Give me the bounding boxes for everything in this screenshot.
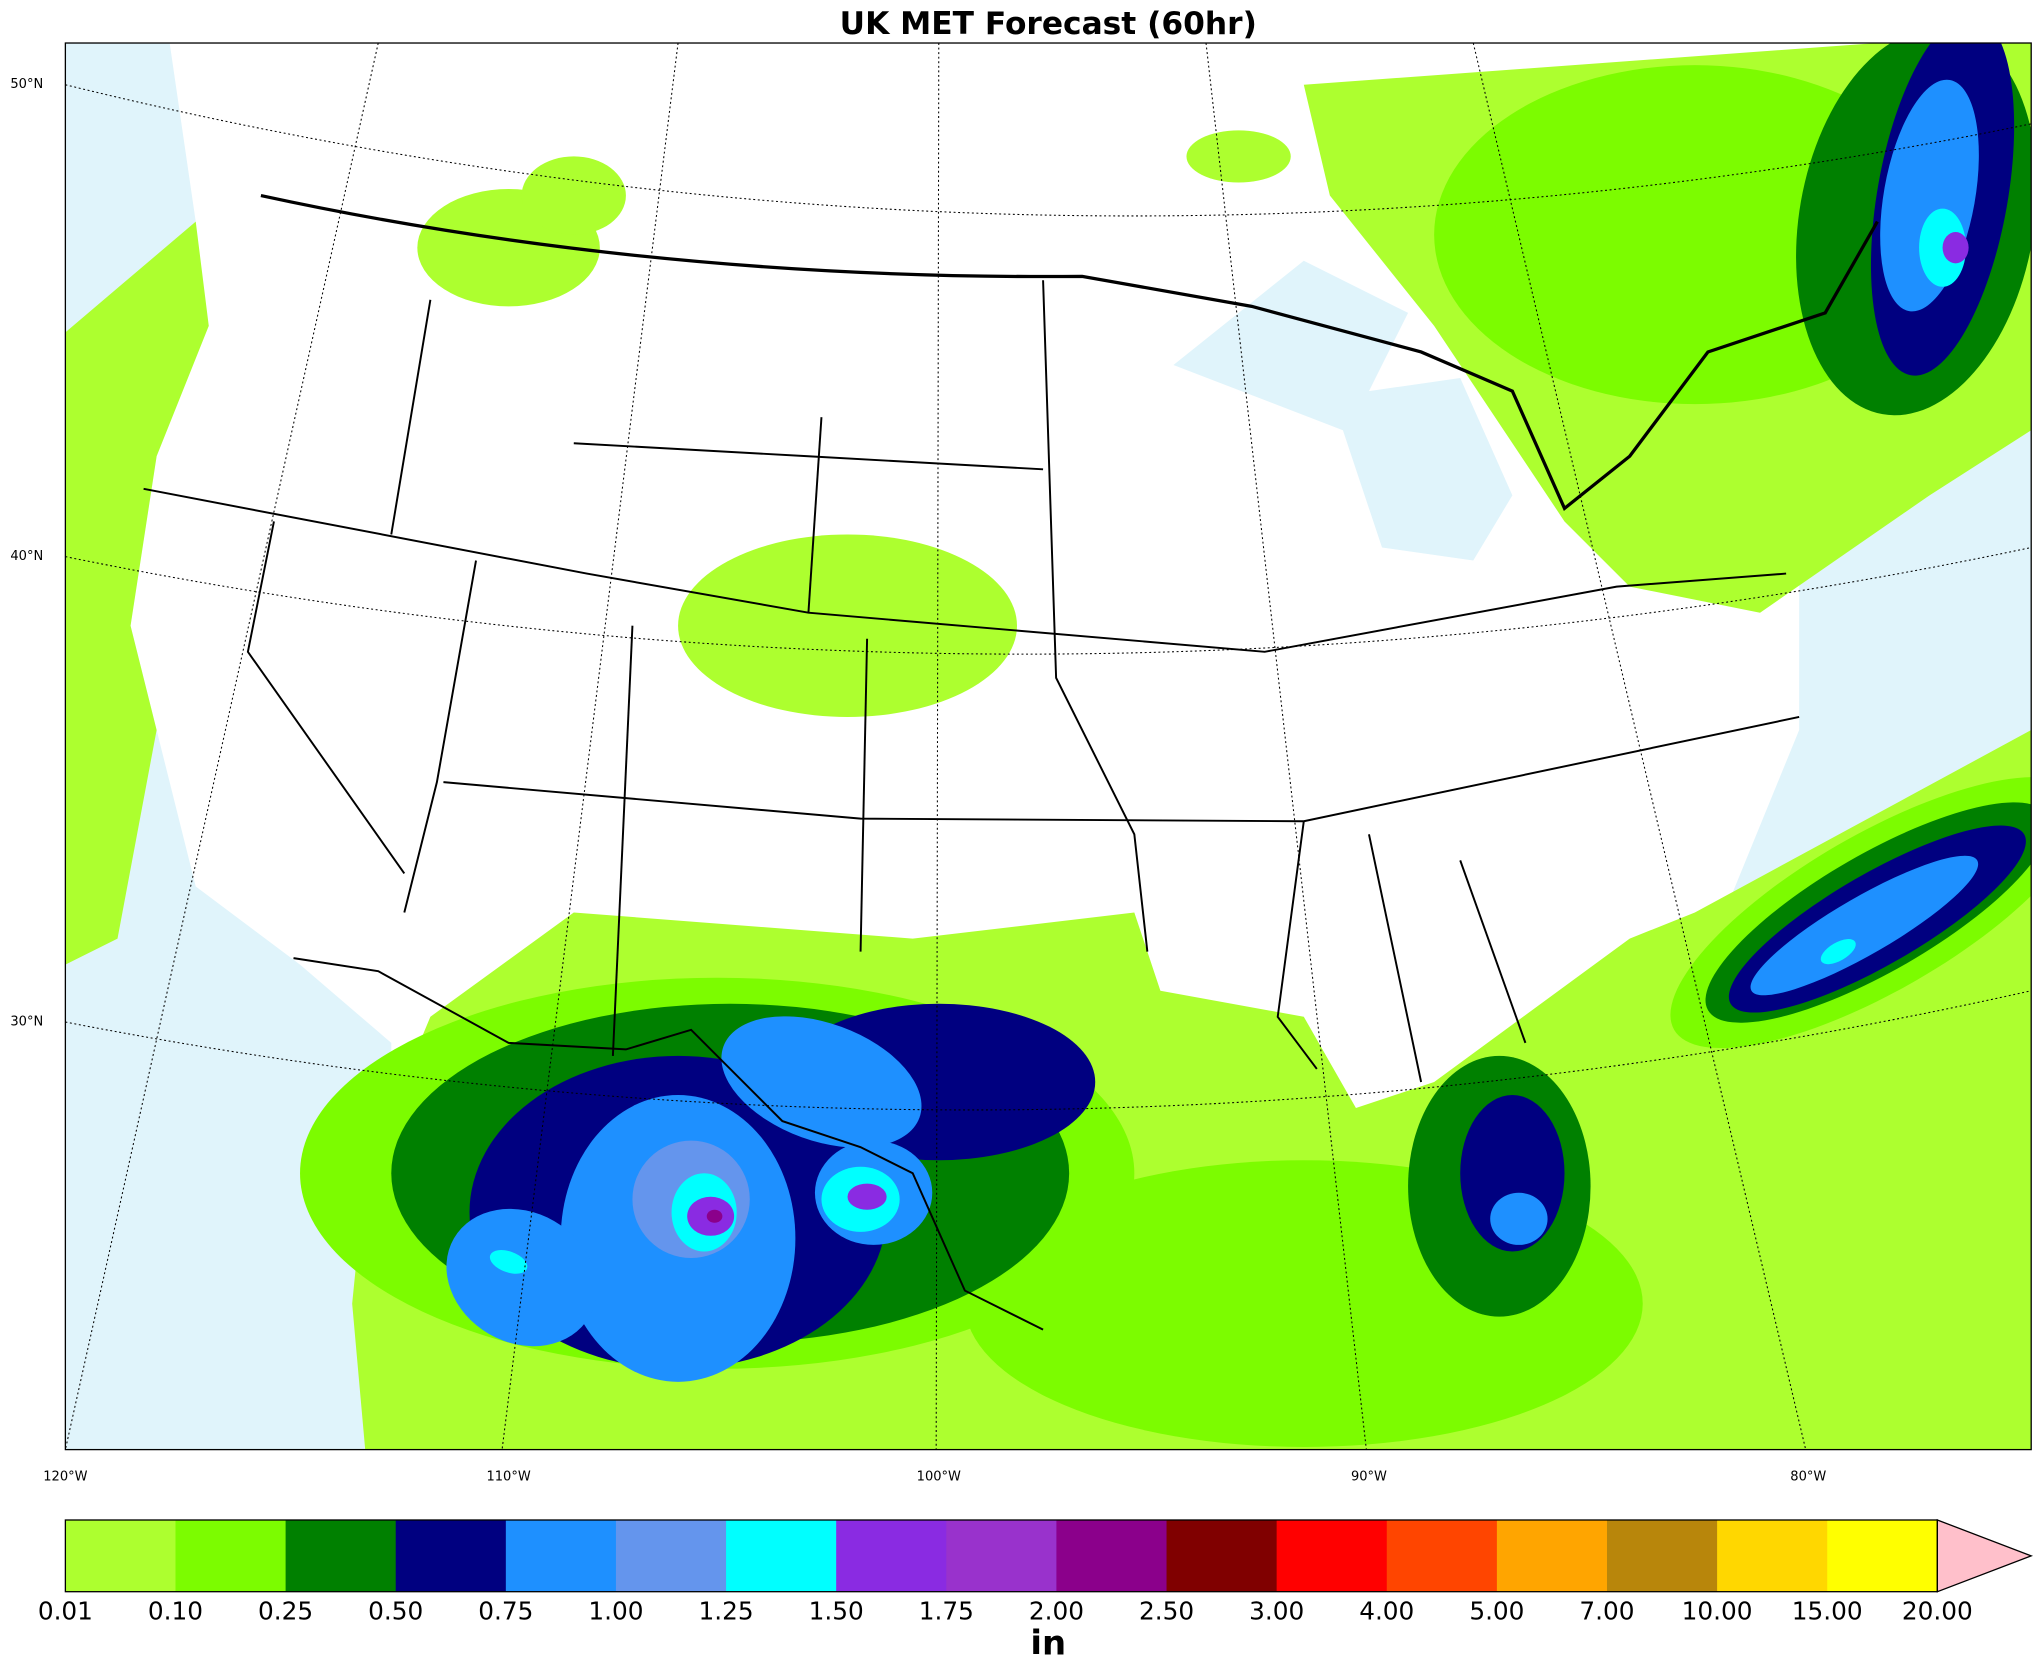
precip-area (721, 1016, 922, 1148)
lon-label: 110°W (486, 1469, 530, 1484)
colorbar-swatch (836, 1519, 947, 1592)
precipitation (65, 43, 2032, 1450)
lon-label: 90°W (1351, 1469, 1387, 1484)
precip-area (65, 221, 209, 965)
map-title: UK MET Forecast (60hr) (840, 6, 1257, 42)
colorbar-swatch (1276, 1519, 1388, 1592)
colorbar-swatch (65, 1519, 177, 1592)
precip-area (847, 1183, 887, 1210)
lat-label: 40°N (10, 549, 43, 564)
colorbar-swatch (395, 1519, 507, 1592)
colorbar-outline (64, 1519, 1938, 1593)
lon-label: 100°W (917, 1469, 961, 1484)
colorbar-swatch (726, 1519, 837, 1592)
colorbar-tick-label: 5.00 (1469, 1597, 1524, 1626)
colorbar-tick-label: 1.25 (699, 1597, 754, 1626)
colorbar-tick-label: 3.00 (1249, 1597, 1304, 1626)
colorbar-tick-label: 4.00 (1359, 1597, 1414, 1626)
colorbar-tick-label: 0.10 (148, 1597, 203, 1626)
colorbar-swatch (285, 1519, 397, 1592)
colorbar-tick-label: 0.01 (38, 1597, 93, 1626)
precip-area (706, 1209, 723, 1223)
precip-area (678, 534, 1017, 717)
precip-area (1490, 1192, 1548, 1245)
colorbar-tick-label: 2.50 (1139, 1597, 1194, 1626)
precip-area (1750, 855, 1979, 996)
colorbar-swatch (1827, 1519, 1938, 1592)
colorbar-swatch (1496, 1519, 1608, 1592)
colorbar-tick-label: 1.75 (919, 1597, 974, 1626)
colorbar-tick-label: 1.50 (809, 1597, 864, 1626)
lon-label: 120°W (43, 1469, 87, 1484)
precip-area (1186, 130, 1291, 183)
colorbar-tick-label: 0.25 (258, 1597, 313, 1626)
colorbar-extend (1936, 1519, 2034, 1593)
colorbar-tick-label: 15.00 (1792, 1597, 1863, 1626)
colorbar-swatch (175, 1519, 287, 1592)
precip-area (1942, 232, 1969, 264)
colorbar-tick-label: 10.00 (1682, 1597, 1753, 1626)
colorbar-swatch (1056, 1519, 1168, 1592)
colorbar-swatch (1717, 1519, 1828, 1592)
colorbar-swatch (1386, 1519, 1498, 1592)
colorbar-swatch (1606, 1519, 1718, 1592)
colorbar-swatch (615, 1519, 727, 1592)
great-lakes (1173, 260, 1513, 561)
colorbar-tick-label: 0.75 (478, 1597, 533, 1626)
lat-label: 30°N (10, 1015, 43, 1030)
axis-labels: 50°N 40°N 30°N 120°W 110°W 100°W 90°W 80°W (10, 77, 1826, 1484)
colorbar-swatch (505, 1519, 617, 1592)
colorbar-tick-label: 7.00 (1579, 1597, 1634, 1626)
colorbar: 0.01 0.10 0.25 0.50 0.75 1.00 1.25 1.50 1.75 2.00… (38, 1519, 2034, 1663)
colorbar-tick-label: 2.00 (1029, 1597, 1084, 1626)
precip-area (521, 156, 626, 235)
precip-area (446, 1208, 597, 1347)
lat-label: 50°N (10, 77, 43, 92)
colorbar-swatch (946, 1519, 1058, 1592)
precip-area (1820, 939, 1856, 965)
borders (143, 193, 1879, 1331)
map-frame (64, 42, 2032, 1451)
precip-area (489, 1250, 528, 1274)
colorbar-unit: in (1030, 1624, 1066, 1663)
map-area (65, 43, 2032, 1450)
colorbar-tick-label: 0.50 (368, 1597, 423, 1626)
graticule (65, 43, 2032, 1450)
colorbar-tick-label: 20.00 (1902, 1597, 1973, 1626)
colorbar-tick-label: 1.00 (588, 1597, 643, 1626)
lon-label: 80°W (1790, 1469, 1826, 1484)
colorbar-swatch (1166, 1519, 1278, 1592)
